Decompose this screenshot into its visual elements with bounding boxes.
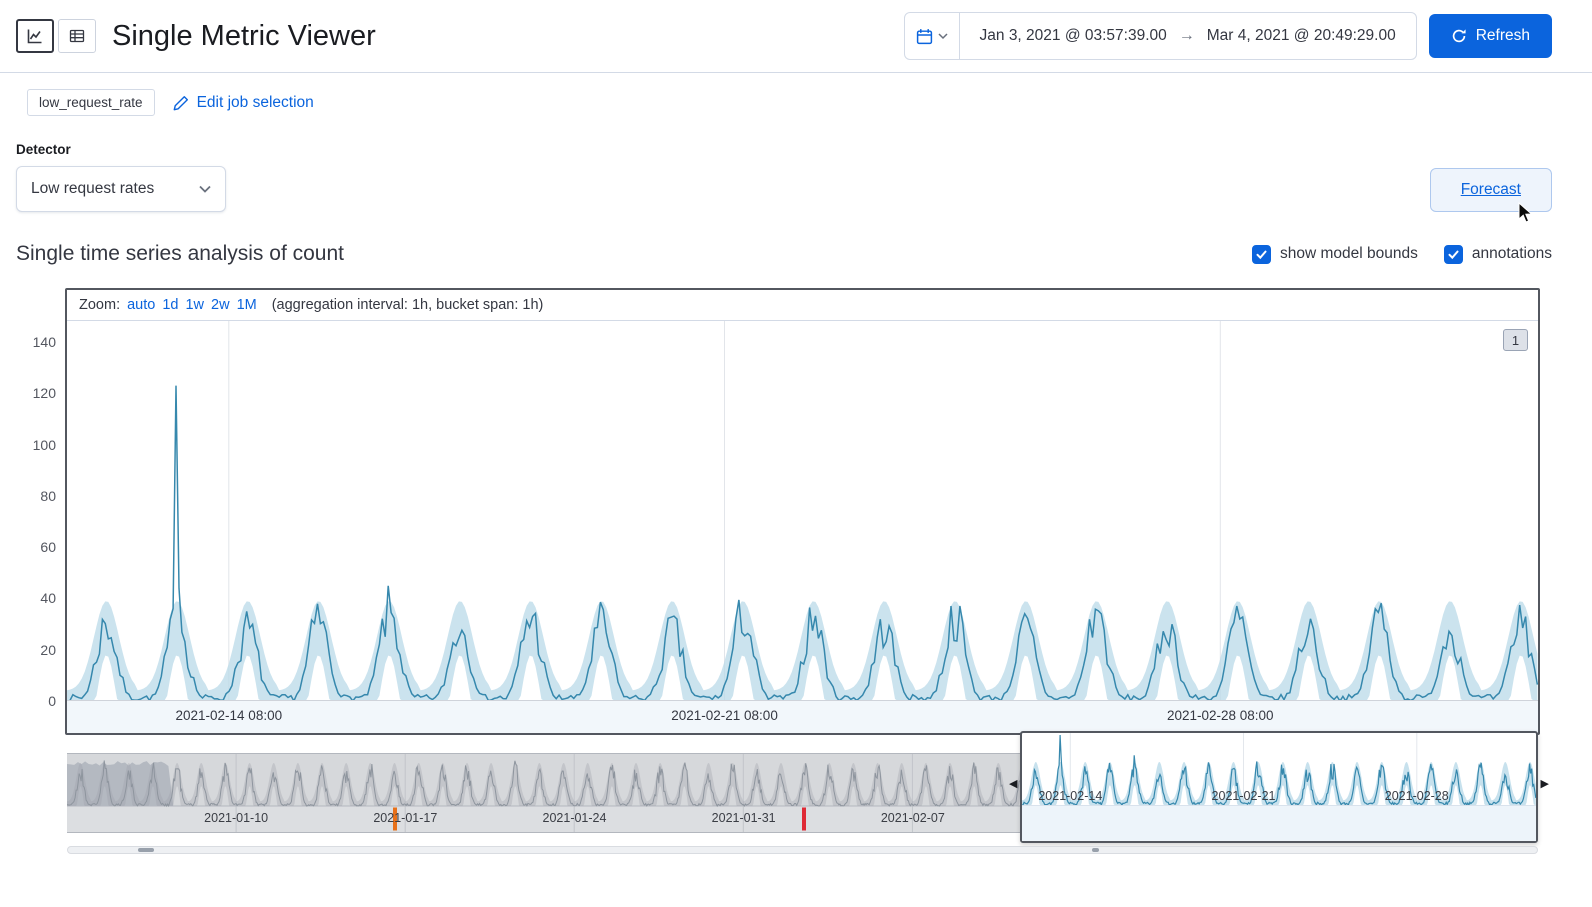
table-icon (69, 29, 85, 43)
checkbox-icon (1251, 244, 1271, 264)
x-tick-label: 2021-02-28 08:00 (1166, 708, 1274, 723)
chart-options: show model bounds annotations (1251, 244, 1552, 264)
scrollbar-thumb[interactable] (138, 848, 154, 852)
context-tick-label: 2021-02-07 (880, 811, 945, 825)
section-title: Single time series analysis of count (16, 242, 344, 265)
y-tick-label: 0 (48, 693, 56, 709)
forecast-button[interactable]: Forecast (1429, 168, 1552, 212)
selection-bounds-band (1022, 762, 1536, 805)
count-line (67, 385, 1538, 701)
selection-line (1022, 734, 1536, 805)
context-swimlane (67, 806, 1020, 832)
view-toggle (16, 19, 96, 53)
context-bounds-band (67, 763, 1020, 806)
checkbox-icon (1443, 244, 1463, 264)
selection-tick-label: 2021-02-14 (1038, 789, 1103, 803)
line-chart-icon (27, 29, 42, 44)
model-bounds-band (67, 601, 1538, 701)
context-tick-label: 2021-01-10 (204, 811, 269, 825)
zoom-auto-link[interactable]: auto (127, 297, 156, 313)
refresh-button[interactable]: Refresh (1428, 14, 1552, 58)
initial-model-bounds-blob (67, 761, 174, 806)
quick-select-button[interactable] (905, 13, 960, 59)
refresh-button-label: Refresh (1475, 27, 1530, 44)
edit-job-selection-label: Edit job selection (196, 93, 314, 111)
x-tick-label: 2021-02-14 08:00 (175, 708, 283, 723)
job-bar: low_request_rate Edit job selection (0, 73, 1592, 116)
anomaly-tick[interactable] (802, 807, 806, 831)
selection-tick-label: 2021-02-21 (1211, 789, 1276, 803)
context-tick-label: 2021-01-17 (373, 811, 438, 825)
page-header: Single Metric Viewer Jan 3, 2021 @ 03:57… (0, 0, 1592, 72)
y-tick-label: 80 (40, 487, 56, 504)
y-tick-label: 140 (32, 333, 56, 350)
annotations-checkbox[interactable]: annotations (1443, 244, 1552, 264)
y-tick-label: 60 (40, 539, 56, 556)
page-title: Single Metric Viewer (112, 19, 376, 52)
edit-job-selection-link[interactable]: Edit job selection (173, 94, 314, 112)
refresh-icon (1452, 29, 1466, 43)
zoom-1w-link[interactable]: 1w (185, 297, 205, 313)
selection-tick-label: 2021-02-28 (1384, 789, 1449, 803)
date-picker: Jan 3, 2021 @ 03:57:39.00 → Mar 4, 2021 … (903, 12, 1417, 60)
pencil-icon (173, 95, 188, 110)
aggregation-note: (aggregation interval: 1h, bucket span: … (271, 297, 544, 313)
start-date-button[interactable]: Jan 3, 2021 @ 03:57:39.00 (979, 27, 1167, 44)
context-tick-label: 2021-01-24 (542, 811, 607, 825)
brush-handle-left[interactable]: ◀ (1009, 778, 1018, 790)
context-scrollbar[interactable] (67, 846, 1538, 854)
anomaly-tick[interactable] (393, 807, 397, 831)
series-section-header: Single time series analysis of count sho… (0, 212, 1592, 288)
zoom-label: Zoom: (79, 297, 121, 313)
context-tick-label: 2021-01-31 (711, 811, 776, 825)
y-tick-label: 40 (40, 590, 56, 607)
y-tick-label: 20 (40, 641, 56, 658)
selection-swimlane (1022, 805, 1536, 841)
time-series-explorer: 140 120 100 80 60 40 20 0 Zoom: auto 1d 1w 2w 1… (16, 288, 1549, 866)
annotation-badge[interactable]: 1 (1503, 329, 1528, 351)
zoom-controls: Zoom: auto 1d 1w 2w 1M (aggregation inte… (67, 290, 1538, 321)
focus-chart: Zoom: auto 1d 1w 2w 1M (aggregation inte… (65, 288, 1540, 735)
zoom-1d-link[interactable]: 1d (162, 297, 179, 313)
job-badge[interactable]: low_request_rate (27, 89, 155, 116)
zoom-1M-link[interactable]: 1M (236, 297, 257, 313)
y-tick-label: 120 (32, 385, 56, 402)
chart-view-button[interactable] (16, 19, 54, 53)
brush-handle-right[interactable]: ▶ (1540, 778, 1549, 790)
detector-selected-value: Low request rates (31, 180, 155, 197)
x-axis: 2021-02-14 08:00 2021-02-21 08:00 2021-02-… (67, 701, 1538, 733)
check-icon (1256, 250, 1267, 259)
show-model-bounds-label: show model bounds (1279, 245, 1418, 262)
end-date-button[interactable]: Mar 4, 2021 @ 20:49:29.00 (1206, 27, 1396, 44)
header-divider (0, 72, 1592, 73)
y-tick-label: 100 (32, 436, 56, 453)
check-icon (1448, 250, 1459, 259)
context-line (67, 760, 1020, 808)
main-chart-plot[interactable]: 1 (67, 321, 1538, 701)
show-model-bounds-checkbox[interactable]: show model bounds (1251, 244, 1418, 264)
x-tick-label: 2021-02-21 08:00 (671, 708, 778, 723)
date-range: Jan 3, 2021 @ 03:57:39.00 → Mar 4, 2021 … (960, 27, 1416, 45)
detector-label: Detector (16, 142, 71, 157)
context-chart: 2021-01-10 2021-01-17 2021-01-24 2021-01-31… (67, 731, 1549, 859)
detector-select[interactable]: Low request rates (16, 166, 226, 212)
scrollbar-thumb[interactable] (1092, 848, 1099, 852)
table-view-button[interactable] (58, 19, 96, 53)
selection-brush[interactable]: ◀ ▶ 2021-02-14 2021-02-21 2021-02-28 (1009, 731, 1549, 843)
chevron-down-icon (937, 33, 948, 40)
single-metric-viewer-app: Single Metric Viewer Jan 3, 2021 @ 03:57… (0, 0, 1592, 866)
y-axis: 140 120 100 80 60 40 20 0 (16, 288, 58, 866)
zoom-2w-link[interactable]: 2w (211, 297, 230, 313)
chevron-down-icon (199, 185, 211, 193)
annotations-label: annotations (1471, 245, 1552, 262)
context-unselected-region[interactable]: 2021-01-10 2021-01-17 2021-01-24 2021-01-31… (67, 753, 1020, 833)
calendar-icon (916, 28, 932, 44)
detector-row: Detector Low request rates Forecast (0, 116, 1592, 212)
date-range-arrow: → (1178, 27, 1195, 44)
